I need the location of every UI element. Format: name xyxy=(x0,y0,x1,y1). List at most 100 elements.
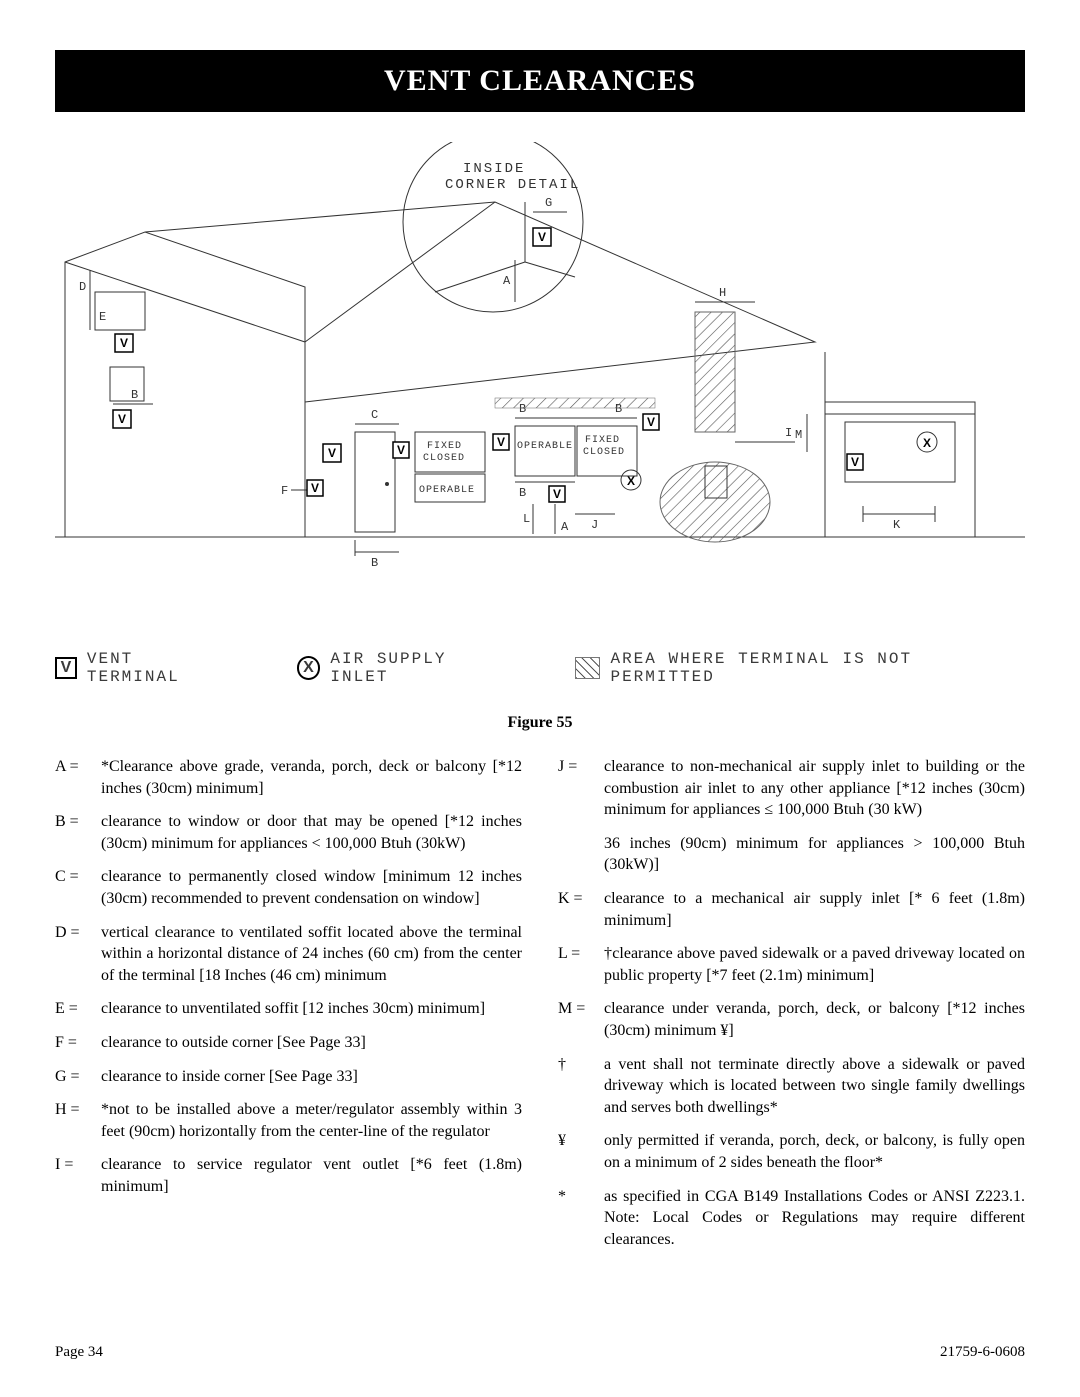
vent-terminal-symbol: V xyxy=(61,659,72,677)
definition-key: G = xyxy=(55,1066,101,1088)
svg-text:I: I xyxy=(785,426,793,440)
definition-value: *not to be installed above a meter/regul… xyxy=(101,1099,522,1142)
svg-text:V: V xyxy=(120,336,128,350)
svg-text:B: B xyxy=(371,556,379,570)
svg-text:FIXED: FIXED xyxy=(585,435,620,446)
definition-value: clearance to non-mechanical air supply i… xyxy=(604,756,1025,821)
svg-text:OPERABLE: OPERABLE xyxy=(517,441,573,452)
svg-text:V: V xyxy=(553,487,561,501)
definition-key: ¥ xyxy=(558,1130,604,1173)
definition-key xyxy=(558,833,604,876)
definition-key: H = xyxy=(55,1099,101,1142)
definition-row: M =clearance under veranda, porch, deck,… xyxy=(558,998,1025,1041)
svg-text:V: V xyxy=(118,412,126,426)
footer-right: 21759-6-0608 xyxy=(940,1344,1025,1361)
definition-value: a vent shall not terminate directly abov… xyxy=(604,1054,1025,1119)
definition-key: * xyxy=(558,1186,604,1251)
definition-row: 36 inches (90cm) minimum for appliances … xyxy=(558,833,1025,876)
definition-value: as specified in CGA B149 Installations C… xyxy=(604,1186,1025,1251)
definition-value: clearance to outside corner [See Page 33… xyxy=(101,1032,522,1054)
definitions-columns: A =*Clearance above grade, veranda, porc… xyxy=(55,756,1025,1262)
definition-key: M = xyxy=(558,998,604,1041)
svg-text:E: E xyxy=(99,310,107,324)
definition-value: clearance to inside corner [See Page 33] xyxy=(101,1066,522,1088)
svg-text:A: A xyxy=(561,520,569,534)
not-permitted-icon xyxy=(575,657,601,679)
definition-key: B = xyxy=(55,811,101,854)
page-footer: Page 34 21759-6-0608 xyxy=(55,1344,1025,1361)
svg-text:B: B xyxy=(131,388,139,402)
definition-value: clearance to permanently closed window [… xyxy=(101,866,522,909)
svg-text:F: F xyxy=(281,484,289,498)
definition-row: I =clearance to service regulator vent o… xyxy=(55,1154,522,1197)
svg-text:CLOSED: CLOSED xyxy=(423,453,465,464)
svg-text:K: K xyxy=(893,518,901,532)
inside-corner-l1: INSIDE xyxy=(463,161,525,177)
definition-row: †a vent shall not terminate directly abo… xyxy=(558,1054,1025,1119)
svg-text:V: V xyxy=(311,481,319,495)
definition-row: E =clearance to unventilated soffit [12 … xyxy=(55,998,522,1020)
svg-text:C: C xyxy=(371,408,379,422)
svg-text:M: M xyxy=(795,428,803,442)
definition-key: K = xyxy=(558,888,604,931)
definition-row: C =clearance to permanently closed windo… xyxy=(55,866,522,909)
air-supply-icon: X xyxy=(297,656,321,680)
definitions-left-column: A =*Clearance above grade, veranda, porc… xyxy=(55,756,522,1262)
svg-text:J: J xyxy=(591,518,599,532)
svg-text:V: V xyxy=(397,443,405,457)
svg-text:G: G xyxy=(545,196,553,210)
definition-key: F = xyxy=(55,1032,101,1054)
clearance-diagram: D E V B V INSIDE CORNER DETAIL G V A C V… xyxy=(55,142,1025,642)
definition-row: H =*not to be installed above a meter/re… xyxy=(55,1099,522,1142)
svg-text:L: L xyxy=(523,512,531,526)
definitions-right-column: J =clearance to non-mechanical air suppl… xyxy=(558,756,1025,1262)
svg-text:CLOSED: CLOSED xyxy=(583,447,625,458)
definition-key: I = xyxy=(55,1154,101,1197)
definition-row: ¥only permitted if veranda, porch, deck,… xyxy=(558,1130,1025,1173)
definition-value: clearance under veranda, porch, deck, or… xyxy=(604,998,1025,1041)
vent-terminal-icon: V xyxy=(55,657,77,679)
svg-text:X: X xyxy=(627,474,635,488)
svg-text:V: V xyxy=(497,435,505,449)
definition-key: A = xyxy=(55,756,101,799)
definition-key: † xyxy=(558,1054,604,1119)
definition-value: *Clearance above grade, veranda, porch, … xyxy=(101,756,522,799)
definition-row: A =*Clearance above grade, veranda, porc… xyxy=(55,756,522,799)
svg-text:FIXED: FIXED xyxy=(427,441,462,452)
inside-corner-l2: CORNER DETAIL xyxy=(445,177,580,193)
definition-key: J = xyxy=(558,756,604,821)
definition-value: 36 inches (90cm) minimum for appliances … xyxy=(604,833,1025,876)
figure-caption: Figure 55 xyxy=(55,714,1025,732)
definition-row: L =†clearance above paved sidewalk or a … xyxy=(558,943,1025,986)
definition-value: clearance to window or door that may be … xyxy=(101,811,522,854)
definition-value: clearance to a mechanical air supply inl… xyxy=(604,888,1025,931)
definition-row: F =clearance to outside corner [See Page… xyxy=(55,1032,522,1054)
definition-key: C = xyxy=(55,866,101,909)
air-supply-label: AIR SUPPLY INLET xyxy=(330,650,514,686)
svg-text:H: H xyxy=(719,286,727,300)
page-title-bar: VENT CLEARANCES xyxy=(55,50,1025,112)
definition-value: clearance to service regulator vent outl… xyxy=(101,1154,522,1197)
definition-key: L = xyxy=(558,943,604,986)
definition-row: D =vertical clearance to ventilated soff… xyxy=(55,922,522,987)
vent-terminal-label: VENT TERMINAL xyxy=(87,650,237,686)
definition-key: D = xyxy=(55,922,101,987)
diagram-svg: D E V B V INSIDE CORNER DETAIL G V A C V… xyxy=(55,142,1025,642)
definition-value: vertical clearance to ventilated soffit … xyxy=(101,922,522,987)
definition-row: *as specified in CGA B149 Installations … xyxy=(558,1186,1025,1251)
page-title: VENT CLEARANCES xyxy=(384,64,696,97)
svg-text:B: B xyxy=(519,486,527,500)
footer-left: Page 34 xyxy=(55,1344,103,1361)
definition-key: E = xyxy=(55,998,101,1020)
svg-text:V: V xyxy=(538,230,546,244)
diagram-legend: V VENT TERMINAL X AIR SUPPLY INLET AREA … xyxy=(55,650,1025,686)
svg-text:A: A xyxy=(503,274,511,288)
svg-text:V: V xyxy=(647,415,655,429)
definition-row: J =clearance to non-mechanical air suppl… xyxy=(558,756,1025,821)
definition-row: B =clearance to window or door that may … xyxy=(55,811,522,854)
not-permitted-label: AREA WHERE TERMINAL IS NOT PERMITTED xyxy=(610,650,1025,686)
definition-value: clearance to unventilated soffit [12 inc… xyxy=(101,998,522,1020)
svg-text:OPERABLE: OPERABLE xyxy=(419,485,475,496)
svg-text:V: V xyxy=(851,455,859,469)
svg-text:X: X xyxy=(923,436,931,450)
